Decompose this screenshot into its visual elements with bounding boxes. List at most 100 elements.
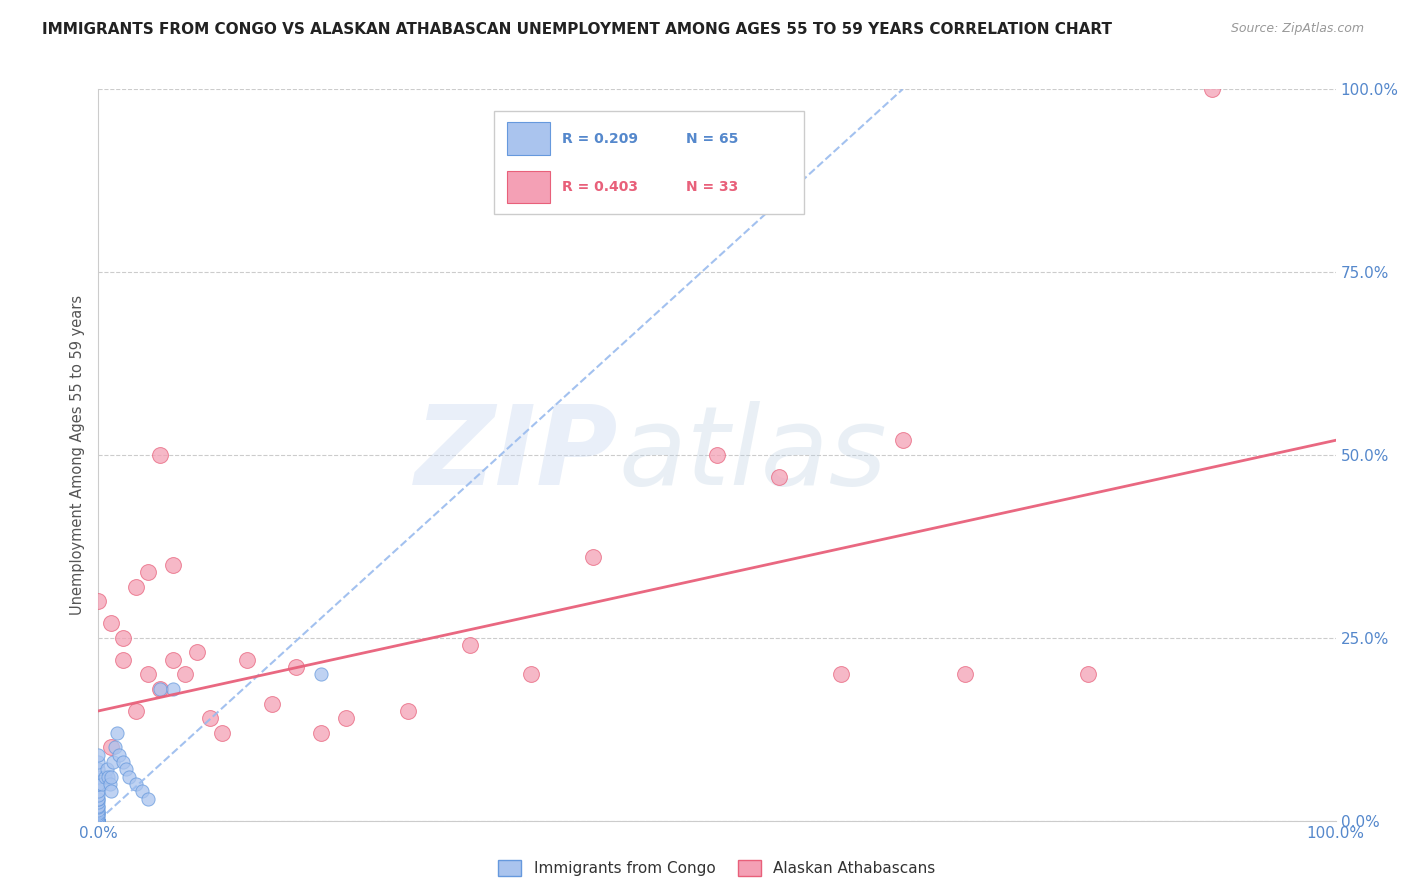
Point <box>87 814 110 828</box>
Point <box>87 814 110 828</box>
Legend: Immigrants from Congo, Alaskan Athabascans: Immigrants from Congo, Alaskan Athabasca… <box>492 855 942 882</box>
Point <box>87 770 110 784</box>
Point <box>100 770 122 784</box>
Point <box>87 805 110 819</box>
Point <box>87 814 110 828</box>
Point <box>706 448 728 462</box>
Point <box>87 814 110 828</box>
Point <box>285 660 308 674</box>
Point <box>87 814 110 828</box>
Point <box>131 784 153 798</box>
Point <box>458 638 481 652</box>
Point <box>87 799 110 814</box>
Point <box>396 704 419 718</box>
Point <box>103 740 125 755</box>
Point <box>124 777 146 791</box>
Point <box>87 800 110 814</box>
Point <box>198 711 221 725</box>
Point <box>87 814 110 828</box>
Point <box>124 704 146 718</box>
Point <box>149 681 172 696</box>
Point <box>114 763 136 777</box>
Point <box>87 806 110 821</box>
Point <box>100 784 122 798</box>
Point <box>91 777 114 791</box>
Text: Source: ZipAtlas.com: Source: ZipAtlas.com <box>1230 22 1364 36</box>
Point <box>162 558 184 572</box>
Point <box>98 777 121 791</box>
Point <box>891 434 914 448</box>
Point <box>87 814 110 828</box>
Point <box>149 448 172 462</box>
Point <box>87 814 110 828</box>
Point <box>87 810 110 824</box>
Point <box>87 747 110 762</box>
Point <box>87 814 110 828</box>
Point <box>520 667 543 681</box>
Point <box>211 726 233 740</box>
Point <box>87 807 110 822</box>
Point <box>87 796 110 810</box>
Point <box>96 763 118 777</box>
Point <box>87 814 110 828</box>
Point <box>87 594 110 608</box>
Point <box>112 755 135 769</box>
Point <box>112 653 135 667</box>
Point <box>108 747 131 762</box>
Point <box>136 565 159 579</box>
Point <box>87 784 110 798</box>
Point <box>103 755 125 769</box>
Y-axis label: Unemployment Among Ages 55 to 59 years: Unemployment Among Ages 55 to 59 years <box>69 295 84 615</box>
Point <box>87 814 110 828</box>
Point <box>87 814 110 828</box>
Point <box>87 814 110 828</box>
Point <box>87 788 110 802</box>
Point <box>236 653 259 667</box>
Point <box>87 814 110 828</box>
Point <box>87 777 110 791</box>
Point <box>87 814 110 828</box>
Point <box>93 770 115 784</box>
Point <box>1201 82 1223 96</box>
Text: ZIP: ZIP <box>415 401 619 508</box>
Point <box>100 740 122 755</box>
Point <box>136 791 159 805</box>
Point <box>87 777 110 791</box>
Point <box>87 814 110 828</box>
Point <box>830 667 852 681</box>
Text: atlas: atlas <box>619 401 887 508</box>
Point <box>186 645 208 659</box>
Point <box>87 814 110 828</box>
Point <box>87 791 110 805</box>
Point <box>100 616 122 631</box>
Point <box>87 814 110 828</box>
Point <box>87 814 110 828</box>
Point <box>149 681 172 696</box>
Point <box>953 667 976 681</box>
Point <box>309 726 332 740</box>
Point <box>335 711 357 725</box>
Point <box>87 814 110 828</box>
Point <box>260 697 283 711</box>
Point <box>87 814 110 828</box>
Point <box>87 791 110 805</box>
Point <box>87 803 110 817</box>
Point <box>136 667 159 681</box>
Point <box>768 470 790 484</box>
Point <box>309 667 332 681</box>
Point <box>582 550 605 565</box>
Point <box>87 755 110 769</box>
Point <box>174 667 197 681</box>
Point <box>105 726 128 740</box>
Point <box>87 814 110 828</box>
Point <box>87 806 110 821</box>
Point <box>162 653 184 667</box>
Text: IMMIGRANTS FROM CONGO VS ALASKAN ATHABASCAN UNEMPLOYMENT AMONG AGES 55 TO 59 YEA: IMMIGRANTS FROM CONGO VS ALASKAN ATHABAS… <box>42 22 1112 37</box>
Point <box>87 814 110 828</box>
Point <box>112 631 135 645</box>
Point <box>87 763 110 777</box>
Point <box>97 770 120 784</box>
Point <box>1077 667 1099 681</box>
Point <box>124 580 146 594</box>
Point <box>87 814 110 828</box>
